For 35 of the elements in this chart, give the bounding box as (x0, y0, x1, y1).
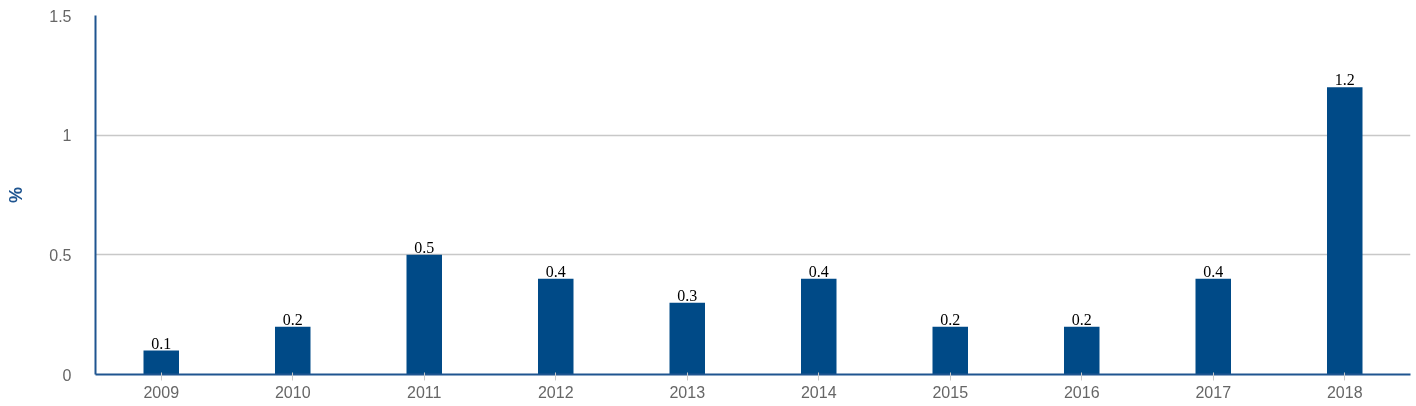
bar (275, 326, 311, 375)
bar (1195, 278, 1231, 375)
data-label: 0.5 (414, 238, 435, 256)
y-tick-label: 0 (62, 366, 72, 384)
data-label: 0.2 (1071, 310, 1092, 328)
bar (1064, 326, 1100, 375)
x-tick-label: 2016 (1063, 383, 1100, 401)
x-tick-label: 2010 (274, 383, 311, 401)
bar (669, 302, 705, 375)
data-label: 0.4 (545, 262, 566, 280)
bar (538, 278, 574, 375)
x-tick-label: 2012 (537, 383, 574, 401)
x-tick-label: 2011 (407, 383, 442, 401)
data-label: 0.4 (1203, 262, 1224, 280)
data-label: 0.2 (282, 310, 303, 328)
x-tick-label: 2014 (800, 383, 837, 401)
bar (406, 254, 442, 375)
data-label: 0.1 (151, 334, 172, 352)
y-tick-label: 1 (62, 127, 72, 145)
bar (143, 350, 179, 375)
bar (1327, 87, 1363, 375)
data-label: 0.2 (940, 310, 961, 328)
data-label: 0.3 (677, 286, 698, 304)
y-tick-label: 1.5 (49, 7, 72, 25)
x-tick-label: 2013 (669, 383, 706, 401)
y-tick-label: 0.5 (49, 246, 72, 264)
x-tick-label: 2017 (1195, 383, 1232, 401)
bar (801, 278, 837, 375)
x-tick-label: 2009 (143, 383, 180, 401)
x-tick-label: 2015 (932, 383, 969, 401)
data-label: 0.4 (808, 262, 829, 280)
y-axis-title: % (6, 186, 27, 203)
x-tick-label: 2018 (1326, 383, 1363, 401)
bar (932, 326, 968, 375)
data-label: 1.2 (1334, 71, 1355, 89)
